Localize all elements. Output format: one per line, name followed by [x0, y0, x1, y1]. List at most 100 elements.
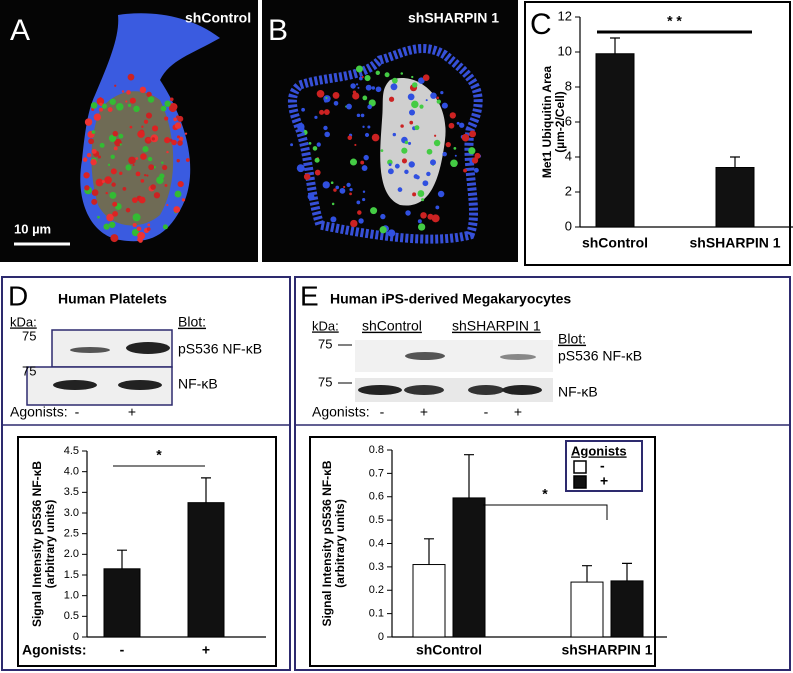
y-axis-label: (arbitrary units) [333, 499, 347, 588]
speckle [113, 146, 118, 151]
speckle [316, 142, 321, 147]
bar [452, 497, 486, 638]
speckle [122, 186, 127, 191]
speckle [362, 95, 368, 101]
speckle [387, 168, 394, 175]
kda-marker: 75 [22, 363, 36, 378]
speckle [121, 90, 125, 93]
error-bar [464, 454, 474, 498]
speckle [173, 206, 181, 213]
bar [595, 53, 635, 228]
speckle [388, 96, 395, 102]
scale-bar-label: 10 µm [14, 221, 51, 236]
speckle [384, 72, 390, 78]
speckle [387, 229, 396, 237]
speckle [142, 146, 149, 153]
speckle [324, 131, 330, 138]
speckle [107, 107, 113, 112]
speckle [97, 155, 101, 159]
speckle [111, 182, 116, 187]
speckle [357, 86, 360, 89]
speckle [339, 187, 346, 194]
y-tick-label: 0 [378, 631, 384, 643]
y-tick-label: 1.5 [64, 569, 79, 581]
y-tick-label: 0.8 [369, 444, 384, 456]
speckle [184, 132, 188, 135]
speckle [434, 134, 437, 137]
speckle [112, 210, 118, 217]
blot-band [502, 385, 542, 395]
speckle [129, 97, 136, 104]
speckle [324, 99, 328, 103]
x-tick-label: shControl [416, 642, 482, 658]
panel-box [524, 1, 791, 266]
speckle [110, 154, 115, 159]
speckle [422, 180, 429, 187]
y-tick-label: 0.5 [369, 514, 384, 526]
y-tick-label: 10 [558, 43, 572, 58]
speckle [139, 86, 147, 94]
y-axis-label: (µm-2/Cell) [553, 91, 567, 153]
x-tick-label: shControl [582, 235, 648, 251]
speckle [415, 175, 420, 180]
speckle [473, 167, 479, 173]
speckle [322, 181, 330, 189]
speckle [177, 180, 184, 188]
speckle [390, 83, 398, 91]
speckle [454, 154, 457, 157]
speckle [365, 84, 372, 91]
panel-letter: C [530, 8, 552, 41]
speckle [143, 119, 149, 124]
speckle [350, 158, 358, 166]
error-bar [201, 477, 211, 503]
speckle [331, 202, 335, 206]
speckle [379, 226, 387, 234]
speckle [301, 107, 305, 112]
speckle [445, 141, 451, 148]
speckle [290, 143, 294, 147]
lane-label: - [484, 404, 489, 420]
speckle [173, 117, 177, 122]
speckle [119, 171, 123, 175]
speckle [126, 90, 131, 95]
blot-band [126, 342, 170, 354]
speckle [425, 99, 428, 102]
speckle [96, 97, 105, 106]
speckle [350, 83, 356, 89]
y-axis-label: Signal Intensity pS536 NF-κB [30, 461, 44, 627]
speckle [143, 173, 147, 177]
speckle [147, 156, 153, 162]
speckle [357, 210, 362, 215]
speckle [323, 109, 330, 115]
lane-label: + [128, 404, 136, 420]
lane-label: - [75, 404, 80, 420]
speckle [176, 135, 181, 139]
speckle [185, 158, 190, 162]
speckle [358, 218, 364, 224]
y-tick-label: 1.0 [64, 590, 79, 602]
error-bar [582, 565, 592, 583]
group-label: shControl [362, 318, 422, 334]
speckle [332, 91, 340, 99]
speckle [174, 190, 182, 198]
speckle [450, 159, 458, 168]
speckle [325, 96, 328, 99]
bar [187, 502, 225, 638]
kda-marker: 75 [318, 374, 332, 389]
speckle [168, 104, 177, 113]
lane-label: + [420, 404, 428, 420]
y-tick-label: 3.5 [64, 486, 79, 498]
panel-title: Human Platelets [58, 291, 167, 307]
blot-heading: Blot: [558, 331, 586, 347]
speckle [380, 213, 386, 220]
speckle [151, 137, 155, 141]
speckle [146, 227, 151, 231]
speckle [361, 165, 368, 171]
speckle [153, 165, 156, 169]
panel-letter: B [268, 14, 288, 47]
x-tick-label: shSHARPIN 1 [561, 642, 652, 658]
agonists-label: Agonists: [312, 404, 370, 420]
y-tick-label: 0 [73, 631, 79, 643]
speckle [112, 201, 118, 207]
speckle [312, 146, 318, 151]
